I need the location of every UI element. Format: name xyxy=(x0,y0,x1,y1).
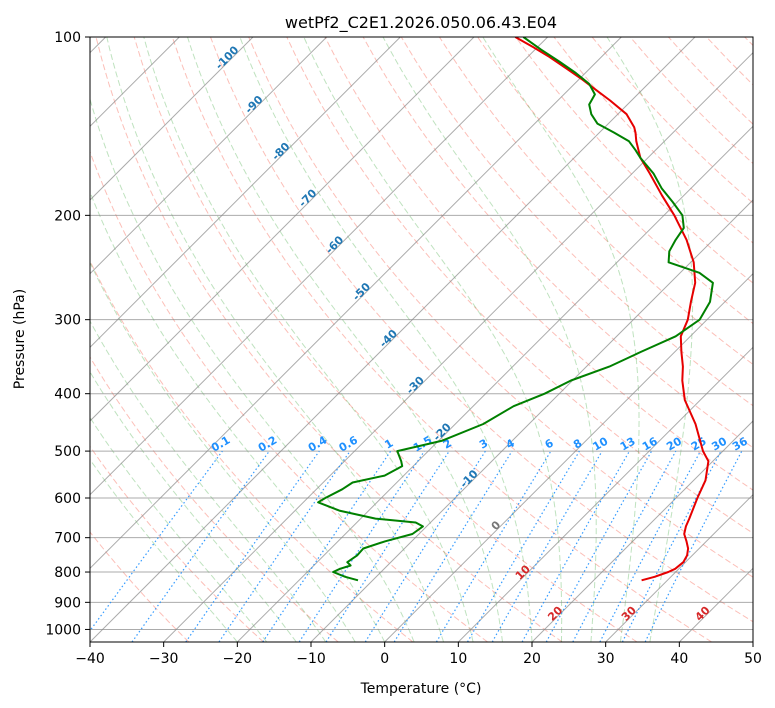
dry-adiabat xyxy=(400,37,753,407)
isotherm-line xyxy=(90,37,254,201)
isotherm-line xyxy=(90,37,696,642)
profile-series xyxy=(317,37,714,582)
moist-adiabat xyxy=(90,416,268,642)
x-tick-label: 20 xyxy=(523,651,541,667)
y-axis-label: Pressure (hPa) xyxy=(12,289,28,389)
y-tick-label: 700 xyxy=(54,531,81,547)
mixing-ratio-line xyxy=(185,450,320,642)
mixing-ratio-line xyxy=(521,450,631,642)
moist-adiabat xyxy=(482,37,640,642)
background-lines xyxy=(90,37,753,642)
mixing-ratio-line xyxy=(393,450,513,642)
isotherm-line xyxy=(90,37,328,275)
moist-adiabat xyxy=(90,190,386,642)
isotherm-line xyxy=(605,493,753,642)
isotherm-line xyxy=(752,641,753,642)
dry-adiabat xyxy=(438,37,753,366)
isotherm-line xyxy=(90,37,549,496)
moist-adiabat xyxy=(90,458,238,642)
x-tick-label: −30 xyxy=(149,651,179,667)
plot-frame xyxy=(89,36,754,643)
moist-adiabat xyxy=(239,37,533,642)
x-tick-label: 10 xyxy=(449,651,467,667)
dry-adiabat xyxy=(133,37,638,642)
mixing-ratio-line xyxy=(90,450,223,632)
moist-adiabat xyxy=(606,37,694,642)
y-tick-label: 100 xyxy=(54,30,81,46)
x-tick-label: −20 xyxy=(223,651,253,667)
isotherm-line xyxy=(531,420,753,642)
y-tick-label: 900 xyxy=(54,595,81,611)
mixing-ratio-line xyxy=(262,450,392,642)
mixing-ratio-line xyxy=(644,450,743,642)
isotherm-line xyxy=(90,37,475,422)
dry-adiabat xyxy=(90,445,264,642)
x-tick-label: 0 xyxy=(380,651,389,667)
x-axis-label: Temperature (°C) xyxy=(360,681,482,697)
x-tick-label: −40 xyxy=(75,651,105,667)
moist-adiabat xyxy=(143,37,474,642)
axes: −40 −30 −20 −10 0 10 20 30 40 50 100 200 300 400 500 60… xyxy=(45,30,762,667)
moist-adiabat xyxy=(382,37,597,642)
dry-adiabat xyxy=(95,37,563,642)
y-tick-label: 600 xyxy=(54,491,81,507)
dewpoint-profile-line xyxy=(317,37,714,582)
temperature-profile-line xyxy=(514,37,710,582)
y-tick-label: 400 xyxy=(54,387,81,403)
dry-adiabat xyxy=(210,37,753,623)
isotherm-line xyxy=(90,37,401,349)
dry-adiabat xyxy=(248,37,753,578)
dry-adiabat xyxy=(90,531,190,642)
x-tick-label: −10 xyxy=(296,651,326,667)
dry-adiabat xyxy=(90,356,339,642)
mixing-ratio-line xyxy=(572,450,677,642)
x-tick-label: 50 xyxy=(744,651,762,667)
moist-adiabat xyxy=(90,370,297,642)
isotherm-line xyxy=(236,125,753,642)
dry-adiabat xyxy=(515,37,753,284)
mixing-ratio-line xyxy=(545,450,653,642)
isotherm-line xyxy=(457,346,753,642)
isotherm-line xyxy=(310,199,753,642)
isotherm-line xyxy=(384,272,753,642)
mixing-ratio-line xyxy=(325,450,450,642)
isotherm-line xyxy=(163,51,753,642)
moist-adiabat xyxy=(303,37,563,642)
y-tick-label: 800 xyxy=(54,565,81,581)
mixing-ratio-line xyxy=(131,450,270,642)
mixing-ratio-line xyxy=(218,450,351,642)
y-tick-label: 1000 xyxy=(45,622,81,638)
dry-adiabat xyxy=(90,150,488,642)
moist-adiabat xyxy=(187,37,503,642)
moist-adiabat xyxy=(90,261,356,642)
x-tick-label: 40 xyxy=(670,651,688,667)
y-tick-label: 300 xyxy=(54,313,81,329)
chart-title: wetPf2_C2E1.2026.050.06.43.E04 xyxy=(285,13,557,33)
isotherm-line xyxy=(90,37,622,570)
y-tick-label: 500 xyxy=(54,444,81,460)
y-tick-label: 200 xyxy=(54,208,81,224)
plot-background xyxy=(90,37,753,642)
x-tick-label: 30 xyxy=(597,651,615,667)
moist-adiabat xyxy=(106,37,445,642)
